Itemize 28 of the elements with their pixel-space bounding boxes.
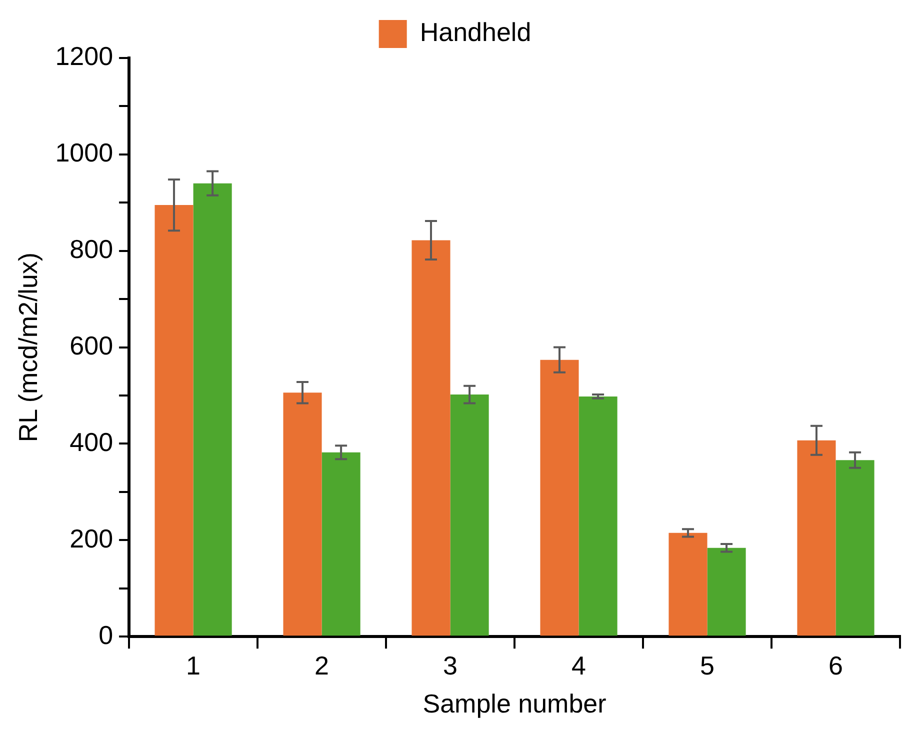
- bar: [412, 240, 450, 636]
- y-tick-label: 400: [70, 426, 114, 457]
- y-tick-label: 800: [70, 234, 114, 264]
- x-tick-label: 2: [314, 650, 330, 680]
- bar: [836, 460, 874, 636]
- y-tick-label: 1000: [55, 138, 114, 168]
- y-tick-label: 600: [70, 330, 114, 360]
- bar: [154, 205, 194, 636]
- x-tick-label: 1: [186, 650, 201, 680]
- x-axis-title: Sample number: [422, 688, 607, 719]
- y-tick-label: 1200: [55, 41, 114, 72]
- bar: [322, 452, 360, 636]
- bar: [193, 183, 232, 636]
- bar: [578, 396, 618, 636]
- x-tick-label: 5: [700, 650, 714, 680]
- y-tick-label: 200: [70, 523, 114, 554]
- bar: [707, 548, 746, 636]
- y-axis-title: RL (mcd/m2/lux): [12, 252, 43, 442]
- bar: [450, 394, 489, 636]
- bar: [797, 440, 836, 636]
- y-tick-label: 0: [98, 620, 114, 650]
- legend-label: Handheld: [420, 17, 532, 48]
- bar: [540, 360, 579, 636]
- bar: [283, 392, 322, 636]
- x-tick-label: 4: [572, 650, 586, 680]
- x-tick-label: 3: [443, 650, 458, 680]
- bar: [668, 532, 708, 636]
- x-tick-label: 6: [828, 650, 843, 680]
